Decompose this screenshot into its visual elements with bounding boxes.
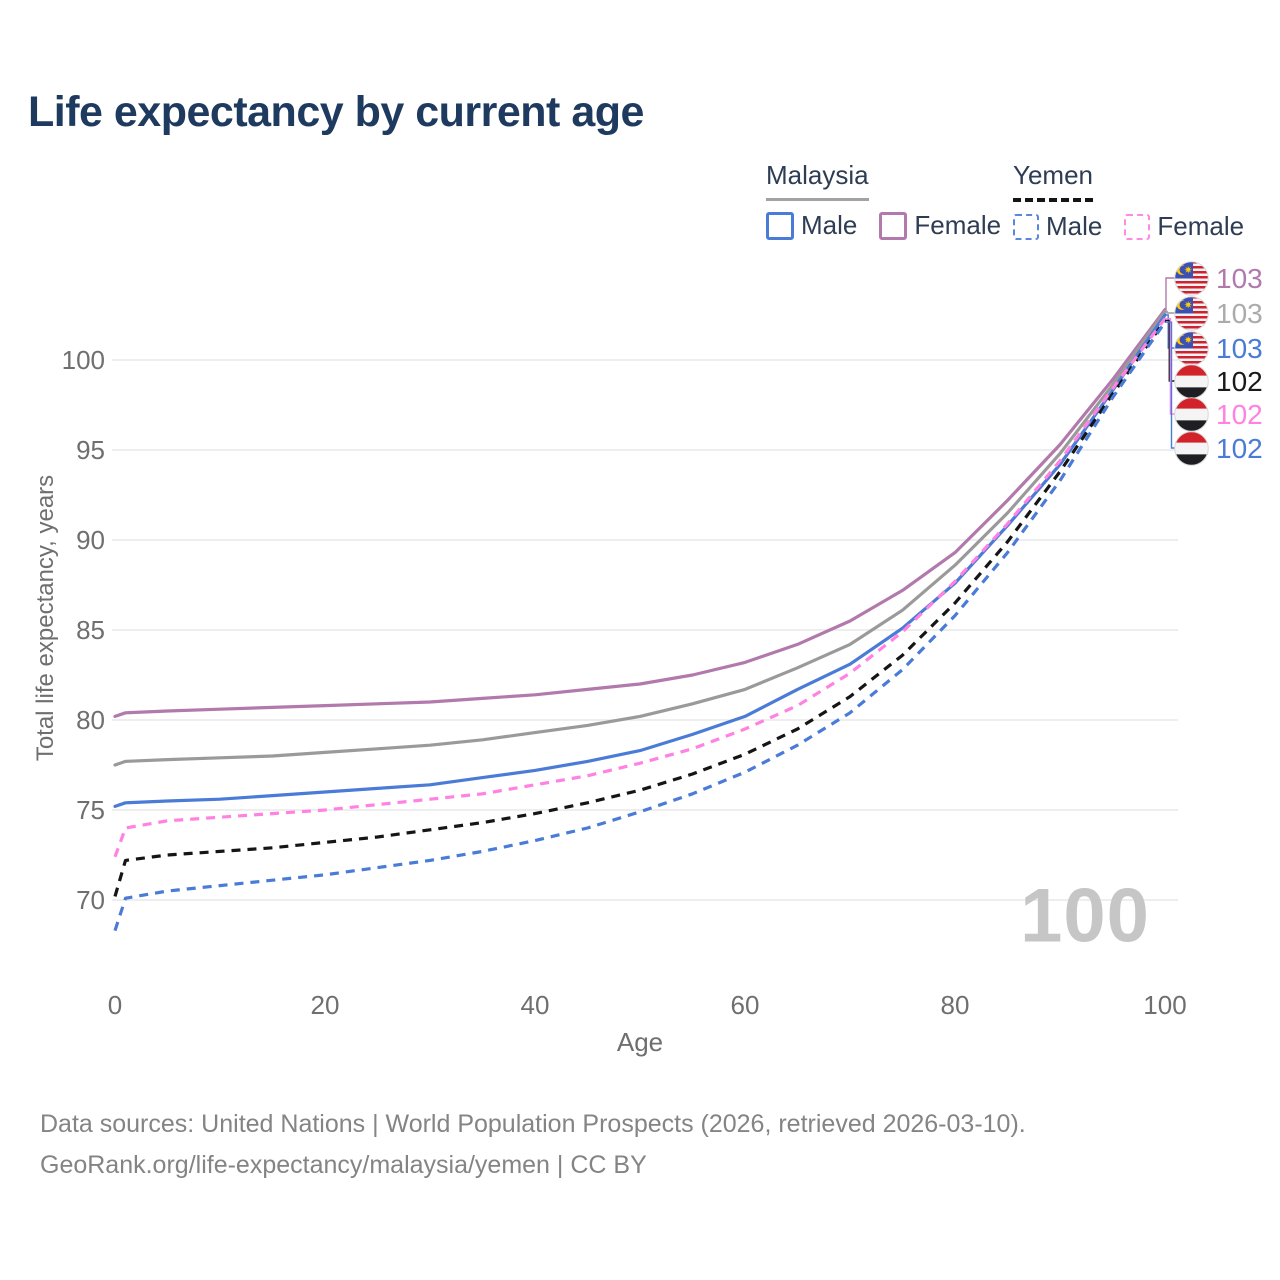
yemen-male-swatch-icon — [1013, 213, 1039, 240]
legend-label: Female — [1157, 211, 1245, 241]
footer: Data sources: United Nations | World Pop… — [40, 1104, 1026, 1186]
legend-item-malaysia-female[interactable]: Female — [879, 210, 1001, 241]
y-tick-label: 85 — [76, 615, 105, 645]
legend-label: Male — [1046, 211, 1103, 241]
series-end-label-malaysia-both: 103 — [1174, 296, 1263, 331]
legend-item-yemen-male[interactable]: Male — [1013, 211, 1102, 242]
x-tick-label: 100 — [1143, 990, 1187, 1020]
malaysia-flag-icon — [1174, 296, 1209, 331]
y-tick-label: 90 — [76, 525, 105, 555]
x-tick-label: 0 — [107, 990, 123, 1020]
legend-country-malaysia: Malaysia — [766, 160, 869, 201]
yemen-flag-icon — [1174, 431, 1209, 466]
series-end-label-malaysia-female: 103 — [1174, 261, 1263, 296]
legend-items-yemen: Male Female — [1013, 211, 1244, 242]
y-tick-label: 80 — [76, 705, 105, 735]
x-tick-label: 60 — [730, 990, 760, 1020]
x-axis-title: Age — [616, 1027, 664, 1057]
legend-country-yemen: Yemen — [1013, 160, 1093, 202]
y-tick-label: 75 — [76, 795, 105, 825]
malaysia-male-swatch-icon — [766, 211, 794, 240]
x-tick-label: 40 — [520, 990, 550, 1020]
series-end-label-yemen-female: 102 — [1174, 397, 1263, 432]
end-value: 103 — [1216, 262, 1263, 294]
page-title: Life expectancy by current age — [28, 88, 644, 136]
malaysia-flag-icon — [1174, 331, 1209, 366]
legend-item-yemen-female[interactable]: Female — [1124, 211, 1244, 242]
end-value: 102 — [1216, 432, 1263, 464]
series-end-label-malaysia-male: 103 — [1174, 331, 1263, 366]
end-value: 103 — [1216, 332, 1263, 364]
legend-group-yemen: Yemen Male Female — [1013, 160, 1244, 242]
x-tick-label: 20 — [310, 990, 340, 1020]
end-value: 102 — [1216, 398, 1263, 430]
series-end-label-yemen-male: 102 — [1174, 431, 1263, 466]
end-value: 103 — [1216, 297, 1263, 329]
legend-item-malaysia-male[interactable]: Male — [766, 210, 857, 241]
malaysia-flag-icon — [1174, 261, 1209, 296]
legend-label: Female — [914, 210, 1002, 240]
yemen-female-swatch-icon — [1124, 213, 1151, 240]
legend-label: Male — [801, 210, 858, 240]
y-axis-title: Total life expectancy, years — [32, 474, 59, 762]
y-tick-label: 95 — [76, 435, 105, 465]
yemen-flag-icon — [1174, 397, 1209, 432]
y-tick-label: 100 — [61, 345, 105, 375]
attribution-line: GeoRank.org/life-expectancy/malaysia/yem… — [40, 1151, 647, 1179]
end-value: 102 — [1216, 365, 1263, 397]
y-tick-label: 70 — [76, 885, 105, 915]
data-sources-line: Data sources: United Nations | World Pop… — [40, 1110, 1026, 1138]
yemen-flag-icon — [1174, 364, 1209, 399]
legend-group-malaysia: Malaysia Male Female — [766, 160, 1001, 241]
age-watermark: 100 — [1020, 873, 1150, 959]
series-end-label-yemen-both: 102 — [1174, 364, 1263, 399]
legend-items-malaysia: Male Female — [766, 210, 1001, 241]
x-tick-label: 80 — [940, 990, 970, 1020]
malaysia-female-swatch-icon — [879, 211, 908, 240]
